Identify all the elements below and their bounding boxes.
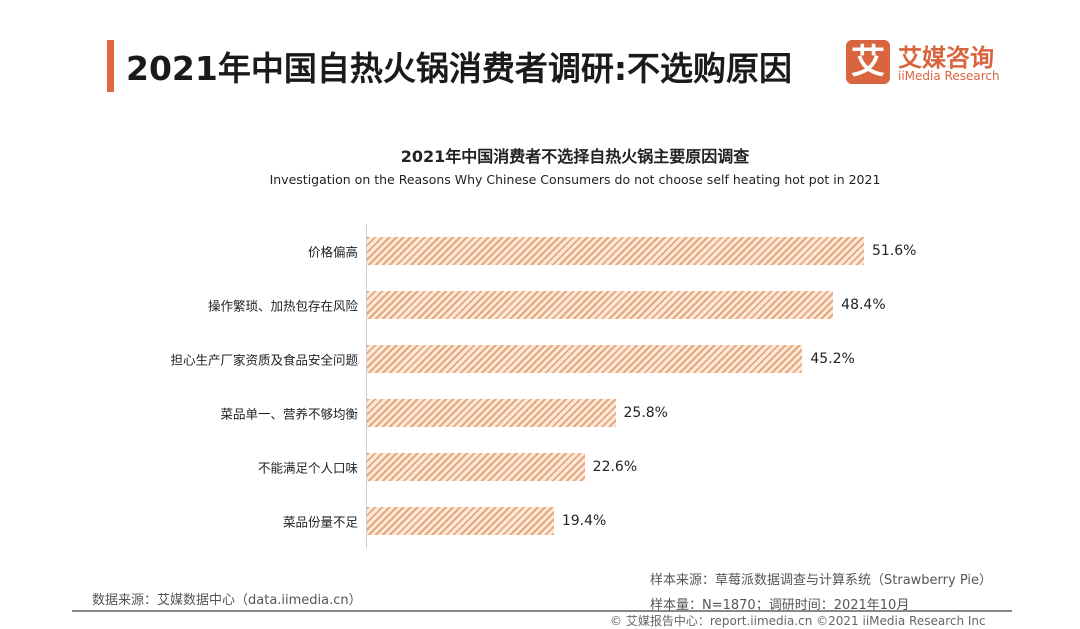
chart-title: 2021年中国消费者不选择自热火锅主要原因调查 — [400, 147, 750, 166]
bar — [367, 345, 803, 373]
value-label: 48.4% — [841, 297, 886, 313]
y-axis-line — [366, 224, 367, 548]
sample-size-note: 样本量：N=1870；调研时间：2021年10月 — [650, 598, 910, 613]
logo-text-en: iiMedia Research — [898, 69, 1000, 83]
category-label: 不能满足个人口味 — [257, 460, 358, 476]
category-label: 菜品份量不足 — [282, 514, 358, 530]
category-label: 担心生产厂家资质及食品安全问题 — [170, 352, 358, 368]
footer-divider — [72, 610, 1012, 612]
value-label: 51.6% — [872, 243, 917, 259]
data-source-note: 数据来源：艾媒数据中心（data.iimedia.cn） — [92, 593, 362, 608]
bar — [367, 237, 864, 265]
title-accent-bar — [107, 40, 114, 92]
sample-source-note: 样本来源：草莓派数据调查与计算系统（Strawberry Pie） — [650, 573, 992, 588]
value-label: 19.4% — [561, 513, 607, 529]
value-label: 25.8% — [623, 405, 668, 421]
value-label: 22.6% — [592, 459, 638, 475]
logo-text-cn: 艾媒咨询 — [898, 44, 994, 72]
bar — [367, 507, 554, 535]
bar — [367, 453, 585, 481]
category-label: 菜品单一、营养不够均衡 — [220, 406, 358, 422]
bar — [367, 399, 616, 427]
category-label: 操作繁琐、加热包存在风险 — [207, 298, 358, 314]
page-title: 2021年中国自热火锅消费者调研:不选购原因 — [126, 49, 793, 88]
bar — [367, 291, 834, 319]
report-center-note: © 艾媒报告中心：report.iimedia.cn ©2021 iiMedia… — [610, 614, 986, 628]
value-label: 45.2% — [810, 351, 855, 367]
logo-mark: 艾 — [846, 40, 890, 84]
category-label: 价格偏高 — [307, 244, 358, 260]
chart-subtitle: Investigation on the Reasons Why Chinese… — [269, 172, 881, 187]
